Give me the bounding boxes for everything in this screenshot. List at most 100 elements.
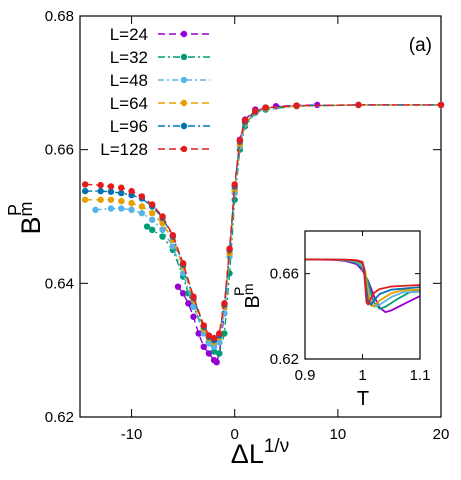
data-point	[81, 181, 89, 188]
svg-text:Bm: Bm	[16, 201, 46, 234]
data-point	[149, 209, 156, 217]
data-point	[210, 334, 218, 342]
data-point	[81, 187, 89, 195]
main-axis-ticks: -10 0 10 20 0.62 0.64 0.66 0.68	[45, 8, 450, 443]
data-point	[262, 104, 269, 111]
data-point	[149, 226, 156, 234]
data-point	[118, 189, 125, 197]
data-point	[107, 183, 115, 190]
data-point	[149, 201, 156, 208]
y-tick-label: 0.66	[270, 266, 299, 283]
main-plot: -10 0 10 200.620.640.660.68 (a) ΔL1/ν Bm P …	[5, 8, 449, 469]
data-point	[205, 350, 213, 357]
y-tick-label: 0.62	[45, 409, 74, 426]
data-point	[159, 213, 166, 220]
x-tick-label: -10	[121, 426, 143, 443]
panel-label: (a)	[409, 35, 432, 56]
data-point	[185, 300, 192, 307]
inset-background	[305, 231, 420, 359]
data-point	[179, 260, 187, 267]
legend-label: L=24	[110, 25, 148, 44]
data-point	[97, 187, 104, 195]
data-point	[174, 283, 182, 290]
data-point	[221, 300, 228, 307]
x-tick-label: 1	[358, 367, 366, 384]
legend-swatch-marker	[180, 99, 188, 107]
data-point	[200, 322, 207, 329]
legend-entry: L=24	[110, 25, 210, 44]
data-point	[92, 206, 99, 214]
data-point	[221, 330, 228, 337]
data-point	[216, 338, 223, 346]
inset-series-layer	[304, 258, 421, 314]
data-point	[210, 343, 218, 351]
legend-swatch-marker	[180, 53, 188, 61]
legend-entry: L=64	[110, 94, 210, 113]
main-plot-frame	[79, 15, 442, 418]
series-l-128	[81, 101, 445, 342]
x-tick-label: 20	[433, 426, 450, 443]
x-tick-label: 0	[231, 426, 239, 443]
legend-label: L=32	[110, 48, 148, 67]
y-tick-label: 0.62	[270, 351, 299, 368]
data-point	[190, 293, 197, 300]
data-point	[138, 209, 146, 217]
legend-entry: L=128	[100, 140, 210, 159]
data-point	[216, 350, 223, 357]
data-point	[97, 196, 104, 203]
data-point	[128, 199, 135, 207]
data-point	[437, 101, 445, 109]
data-point	[205, 340, 213, 347]
data-point	[226, 245, 233, 252]
data-point	[195, 330, 202, 337]
data-point	[216, 330, 223, 337]
legend-label: L=96	[110, 117, 148, 136]
data-point	[97, 181, 104, 189]
data-point	[138, 193, 146, 200]
legend-label: L=48	[110, 71, 148, 90]
data-point	[213, 358, 220, 366]
data-point	[118, 205, 125, 212]
data-point	[128, 187, 135, 195]
main-x-axis-label: ΔL1/ν	[231, 436, 289, 469]
svg-text:P: P	[231, 287, 247, 296]
data-point	[143, 223, 151, 230]
data-point	[159, 226, 166, 234]
x-tick-label: 0.9	[295, 367, 316, 384]
y-tick-label: 0.68	[45, 8, 74, 25]
data-point	[205, 332, 213, 339]
data-point	[159, 233, 166, 240]
legend: L=24 L=32 L=48 L=64 L=96 L=128	[100, 25, 210, 159]
inset-axis-ticks: 0.9 1 1.1 0.62 0.66	[270, 231, 431, 384]
data-point	[241, 117, 249, 124]
data-point	[293, 102, 300, 109]
inset-x-axis-label: T	[357, 388, 369, 410]
inset-plot: 0.9 1 1.1 0.62 0.66 T Bm P	[231, 230, 431, 410]
data-point	[190, 303, 197, 310]
legend-entry: L=96	[110, 117, 210, 136]
data-point	[355, 101, 362, 109]
legend-label: L=128	[100, 140, 148, 159]
data-point	[81, 196, 89, 203]
data-point	[149, 216, 156, 224]
main-series-layer	[81, 101, 445, 366]
legend-entry: L=48	[110, 71, 210, 90]
legend-swatch-marker	[180, 145, 188, 153]
x-tick-label: 10	[330, 426, 347, 443]
data-point	[231, 181, 238, 188]
svg-text:P: P	[5, 204, 25, 216]
series-l-128	[304, 258, 421, 306]
inset-y-axis-label: Bm P	[231, 283, 264, 308]
series-line	[304, 258, 421, 306]
legend-entry: L=32	[110, 48, 210, 67]
data-point	[138, 203, 146, 210]
data-point	[179, 290, 187, 297]
data-point	[169, 243, 177, 250]
data-point	[200, 343, 207, 351]
data-point	[107, 188, 115, 195]
x-tick-label: 1.1	[410, 367, 431, 384]
data-point	[118, 184, 125, 191]
data-point	[107, 196, 115, 203]
legend-label: L=64	[110, 94, 148, 113]
